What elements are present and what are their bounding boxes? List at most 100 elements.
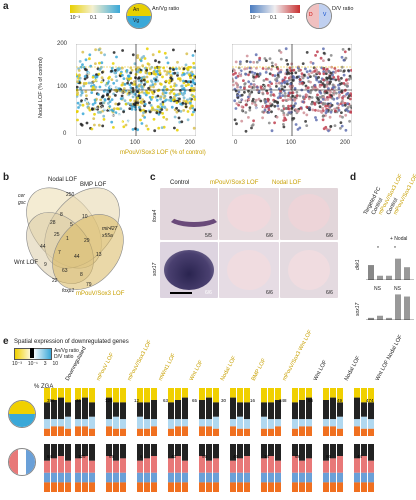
data-point [94,48,97,52]
data-point [89,81,93,85]
stacked-bar-segment [82,397,88,420]
data-point [340,111,343,114]
data-point [156,105,160,109]
venn-note-1: mir427 [102,226,118,232]
data-point [178,77,182,81]
data-point [304,84,308,88]
stacked-bar-segment [113,444,119,461]
data-point [123,82,127,86]
data-point [285,80,289,83]
data-point [147,86,150,90]
gene-label: Y10 [86,99,95,104]
data-point [140,122,144,125]
data-point [80,99,83,103]
stacked-bar-segment [261,472,267,483]
data-point [98,85,102,89]
venn-count-17: 79 [86,282,92,288]
data-point [180,84,184,88]
data-point [275,82,278,85]
data-point [100,65,103,69]
data-point [117,113,121,116]
data-point [168,70,172,73]
data-point [306,76,310,80]
data-point [264,71,268,74]
stacked-bar-segment [182,397,188,420]
stacked-bar-segment [330,482,336,492]
data-point [264,100,268,104]
data-point [157,60,161,64]
data-point [91,103,95,106]
bar-value-label: 56 [308,398,314,403]
stacked-bar-segment [89,482,95,492]
data-point [151,95,154,99]
data-point [332,76,336,79]
bar-value-label: 65 [192,398,198,403]
stacked-bar-segment [368,460,374,473]
data-point [261,67,265,70]
data-point [269,104,273,108]
data-point [157,50,161,54]
data-point [245,67,249,70]
data-point [112,51,116,54]
data-point [340,90,343,94]
stacked-bar-segment [65,428,71,436]
stacked-bar-segment [51,426,57,436]
stacked-bar-segment [113,402,119,417]
data-point [165,98,168,102]
c-image-pouv-foxa4 [219,188,279,240]
data-point [277,87,281,91]
data-point [234,71,237,75]
data-point [93,101,97,105]
stacked-bar-segment [144,482,150,492]
dv-embryo-icon [306,3,332,29]
data-point [249,85,253,89]
stacked-bar-segment [337,456,343,473]
data-point [300,75,304,78]
a-xtick-0-r: 0 [234,140,238,146]
data-point [324,125,328,129]
data-point [261,110,265,114]
data-point [244,72,248,76]
stacked-bar-segment [268,402,274,420]
stacked-bar-segment [182,444,188,461]
stacked-bar-segment [182,388,188,398]
data-point [258,56,262,60]
gene-label: foxa2 [264,112,276,117]
data-point [76,73,78,77]
stacked-bar-segment [151,400,157,420]
data-point [302,96,305,100]
stacked-bar-segment [244,419,250,429]
data-point [282,119,286,122]
stacked-bar-segment [89,416,95,429]
data-point [327,76,331,80]
data-point [245,54,249,58]
stacked-bar-segment [151,444,157,456]
data-point [125,92,129,96]
data-point [321,114,325,118]
data-point [140,76,143,80]
venn-count-10: 7 [58,250,61,256]
stacked-bar-segment [144,458,150,473]
data-point [173,95,176,99]
stacked-bar-segment [44,472,50,483]
data-point [338,93,341,97]
a-xtick-0: 0 [78,140,82,146]
data-point [262,79,266,82]
gene-label: t [275,91,277,96]
data-point [250,70,254,74]
data-point [128,92,131,95]
data-point [155,75,159,79]
data-point [282,123,285,126]
stacked-bar-segment [275,472,281,483]
stacked-bar-segment [361,388,367,403]
data-point [131,95,135,99]
data-point [289,91,292,95]
data-point [131,128,135,131]
stacked-bar-segment [58,388,64,398]
data-point [345,78,349,81]
stacked-bar-segment [261,428,267,436]
data-point [276,104,280,108]
data-point [87,106,91,110]
data-point [239,69,243,73]
stacked-bar-segment [51,388,57,400]
